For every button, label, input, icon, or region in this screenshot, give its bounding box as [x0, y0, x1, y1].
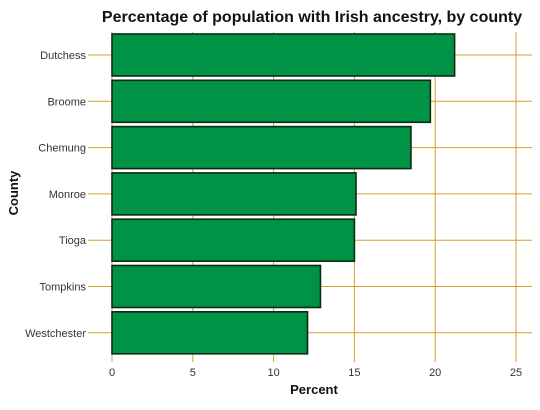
y-tick-label: Monroe — [49, 189, 86, 201]
x-axis-label: Percent — [290, 382, 338, 397]
y-tick-label: Dutchess — [40, 50, 86, 62]
x-tick-label: 0 — [109, 367, 115, 379]
y-tick-label: Chemung — [38, 143, 86, 155]
bar-broome — [111, 79, 432, 124]
y-axis-label: County — [6, 170, 21, 216]
x-tick-label: 15 — [348, 367, 360, 379]
y-tick-label: Tioga — [59, 235, 87, 247]
x-axis-ticks: 0 5 10 15 20 25 — [109, 367, 522, 379]
y-axis-ticks: Dutchess Broome Chemung Monroe Tioga Tompkins… — [25, 50, 87, 340]
bar-tompkins — [111, 264, 322, 309]
y-tick-label: Tompkins — [40, 282, 87, 294]
bar-westchester — [111, 310, 309, 355]
y-tick-label: Westchester — [25, 328, 86, 340]
bar-tioga — [111, 218, 356, 262]
bar-dutchess — [111, 33, 456, 77]
x-tick-label: 10 — [267, 367, 279, 379]
bars — [111, 33, 456, 355]
x-tick-label: 5 — [190, 367, 196, 379]
x-tick-label: 20 — [429, 367, 441, 379]
bar-chemung — [111, 125, 412, 170]
y-tick-label: Broome — [47, 96, 86, 108]
chart-title: Percentage of population with Irish ance… — [102, 9, 522, 26]
bar-monroe — [111, 172, 357, 216]
x-tick-label: 25 — [510, 367, 522, 379]
